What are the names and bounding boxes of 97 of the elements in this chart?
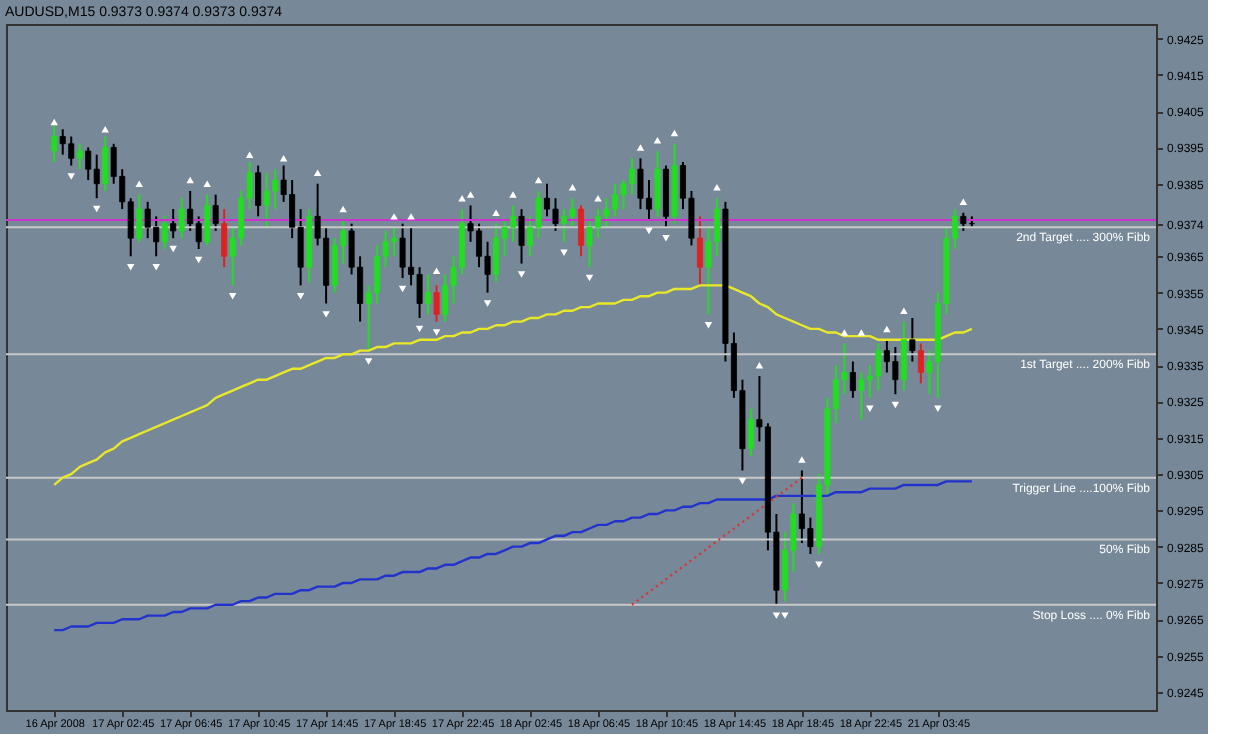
candlestick (603, 197, 610, 229)
candlestick (221, 208, 228, 269)
point (662, 234, 670, 242)
candlestick (696, 215, 703, 287)
point (798, 456, 806, 463)
candlestick (552, 197, 559, 232)
point (169, 245, 177, 253)
candlestick (144, 200, 151, 240)
candlestick (85, 146, 92, 182)
candlestick (136, 193, 143, 243)
candlestick (909, 317, 916, 363)
point (517, 271, 526, 278)
candlestick (416, 266, 423, 319)
point (781, 612, 789, 619)
point (534, 176, 543, 184)
candlestick (433, 284, 440, 323)
point (568, 184, 577, 191)
point (228, 292, 237, 300)
point (840, 329, 849, 336)
point (186, 176, 194, 184)
point (407, 213, 415, 220)
point (245, 151, 254, 158)
candlestick (59, 128, 66, 156)
point (857, 329, 866, 336)
candlestick (493, 222, 500, 283)
point (279, 155, 288, 162)
candlestick (917, 342, 924, 385)
candlestick (561, 208, 568, 243)
point (653, 136, 662, 144)
candlestick (892, 346, 899, 396)
point (492, 209, 500, 216)
candlestick (178, 197, 185, 240)
point (398, 285, 407, 293)
point (670, 129, 679, 137)
point (126, 263, 135, 271)
candlestick (900, 320, 907, 392)
candlestick (212, 193, 219, 232)
line-series (53, 480, 974, 632)
point (900, 307, 908, 314)
candlestick (442, 273, 449, 323)
point (313, 169, 322, 177)
point (415, 325, 424, 333)
candlestick (807, 516, 814, 555)
point (92, 205, 101, 213)
point (483, 300, 492, 307)
candlestick (875, 342, 882, 392)
candlestick (518, 208, 525, 265)
point (560, 249, 568, 256)
point (636, 144, 645, 151)
point (203, 180, 211, 187)
point (466, 191, 475, 198)
candlestick (637, 157, 644, 211)
line-series (53, 284, 974, 487)
candlestick (399, 222, 406, 280)
point (194, 256, 203, 264)
candlestick (425, 273, 432, 316)
candlestick (195, 215, 202, 251)
candlestick (858, 371, 865, 421)
point (891, 401, 900, 409)
candlestick (93, 153, 100, 200)
point (432, 267, 441, 275)
candlestick (331, 237, 338, 294)
point (296, 292, 305, 300)
point (772, 612, 781, 619)
candlestick (102, 135, 109, 192)
candlestick (662, 164, 669, 229)
candlestick (76, 142, 83, 171)
candlestick (960, 211, 967, 232)
candlestick (255, 164, 262, 218)
candlestick (628, 157, 635, 196)
point (135, 180, 143, 187)
candlestick (263, 171, 270, 229)
point (152, 263, 160, 271)
point (509, 191, 517, 198)
candlestick (747, 407, 754, 457)
point (67, 173, 75, 180)
point (959, 198, 968, 206)
candlestick (161, 215, 168, 251)
candlestick (849, 360, 856, 399)
point (432, 329, 441, 336)
candlestick (170, 208, 177, 240)
candlestick (654, 150, 661, 218)
candlestick (544, 182, 551, 218)
candlestick (535, 189, 542, 240)
point (364, 358, 373, 365)
point (390, 213, 398, 220)
candlestick (569, 197, 576, 229)
point (704, 322, 713, 329)
candlestick (204, 193, 211, 247)
point (50, 118, 58, 126)
candlestick (586, 219, 593, 269)
point (738, 478, 747, 485)
point (713, 184, 721, 191)
point (322, 311, 330, 318)
point (883, 325, 891, 333)
point (585, 274, 594, 282)
candlestick (578, 204, 584, 258)
